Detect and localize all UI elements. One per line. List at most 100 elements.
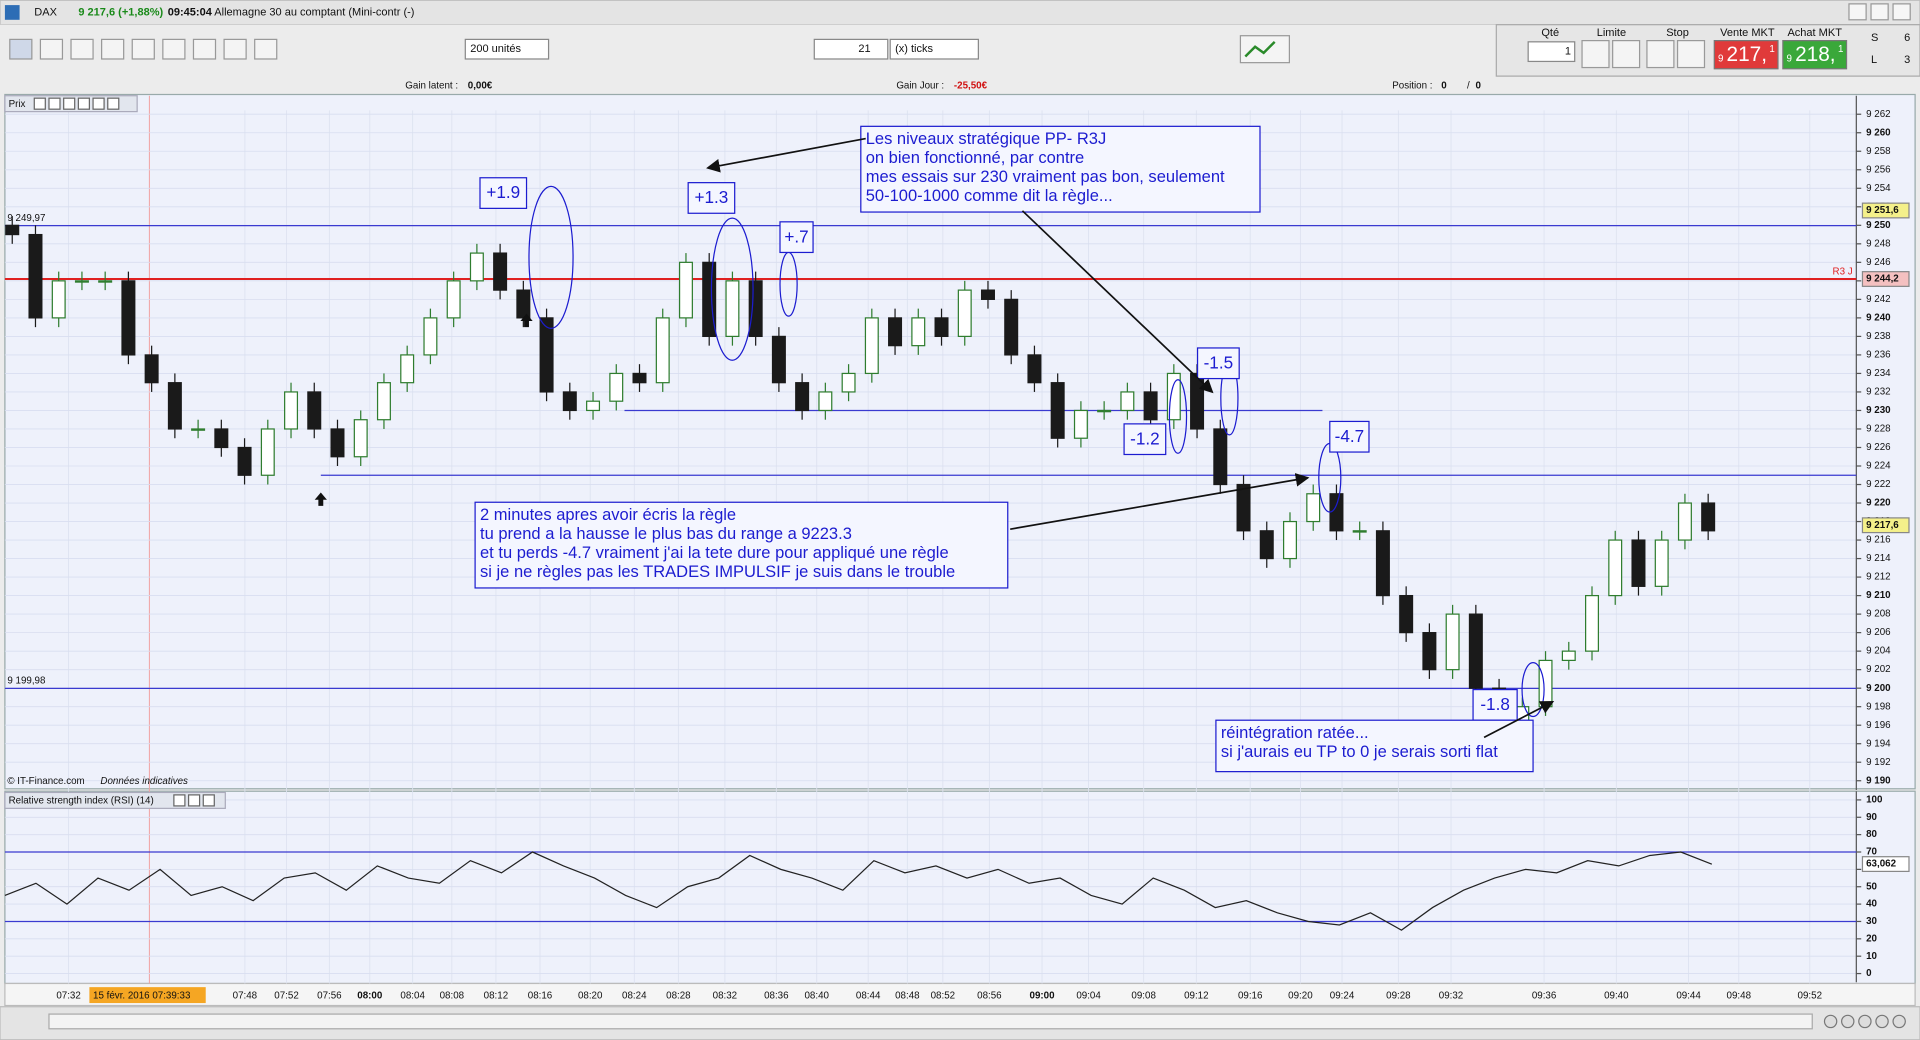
candle-body bbox=[1236, 483, 1251, 532]
panel-button[interactable] bbox=[77, 97, 90, 110]
y-tick-label: 9 236 bbox=[1866, 350, 1891, 361]
y-tick-label: 9 232 bbox=[1866, 387, 1890, 398]
gain-box bbox=[1196, 347, 1240, 380]
panel-button[interactable] bbox=[92, 97, 105, 110]
candle-body bbox=[1143, 391, 1158, 421]
panel-button[interactable] bbox=[202, 794, 215, 807]
tool-button[interactable] bbox=[101, 38, 125, 60]
candle-body bbox=[1166, 372, 1181, 421]
candle-body bbox=[1445, 613, 1460, 671]
order-button[interactable] bbox=[1612, 40, 1641, 69]
candle-body bbox=[5, 224, 20, 236]
y-tick-label: 0 bbox=[1866, 968, 1872, 979]
candle-body bbox=[841, 372, 856, 393]
candle-body bbox=[51, 280, 66, 319]
price-tag bbox=[1861, 856, 1910, 873]
window-button[interactable] bbox=[1892, 3, 1911, 21]
window-button[interactable] bbox=[1848, 3, 1867, 21]
note-line: 50-100-1000 comme dit la règle... bbox=[866, 186, 1113, 205]
candle-body bbox=[144, 354, 159, 384]
annotation-arrow bbox=[706, 137, 866, 173]
tool-button[interactable] bbox=[39, 38, 64, 60]
candle-body bbox=[586, 400, 601, 412]
candle-body bbox=[957, 289, 972, 338]
panel-button[interactable] bbox=[187, 794, 201, 807]
candle-body bbox=[1561, 650, 1576, 662]
x-tick-label: 09:04 bbox=[1076, 990, 1101, 1001]
candle-body bbox=[1282, 520, 1297, 560]
y-tick-label: 9 210 bbox=[1866, 590, 1891, 601]
time-axis bbox=[4, 982, 1916, 1007]
gain-jour: -25,50€ bbox=[954, 81, 988, 92]
tool-button[interactable] bbox=[162, 38, 186, 60]
zoom-button[interactable] bbox=[1875, 1014, 1889, 1029]
y-tick-label: 30 bbox=[1866, 916, 1877, 927]
rsi-header bbox=[4, 791, 226, 809]
panel-button[interactable] bbox=[48, 97, 61, 110]
units-select[interactable] bbox=[464, 38, 550, 60]
ticks-input[interactable] bbox=[813, 38, 889, 60]
candle-body bbox=[655, 317, 670, 384]
note-line: 2 minutes apres avoir écris la règle bbox=[480, 505, 736, 524]
tool-button[interactable] bbox=[70, 38, 94, 60]
candle-body bbox=[1004, 298, 1019, 356]
ticks-select[interactable] bbox=[889, 38, 979, 60]
x-tick-label: 09:28 bbox=[1386, 990, 1411, 1001]
y-tick-label: 9 204 bbox=[1866, 646, 1891, 657]
window-button[interactable] bbox=[1870, 3, 1889, 21]
candle-body bbox=[284, 391, 299, 430]
scrollbar[interactable] bbox=[48, 1013, 1813, 1030]
x-tick-label: 08:16 bbox=[528, 990, 553, 1001]
order-button[interactable] bbox=[1676, 40, 1706, 69]
cursor-label: 15 févr. 2016 07:39:33 bbox=[93, 990, 191, 1001]
candle-body bbox=[1468, 613, 1483, 689]
chart-type-button[interactable] bbox=[1239, 35, 1290, 64]
annotation-ellipse bbox=[1168, 379, 1188, 454]
candle-body bbox=[1701, 502, 1716, 532]
zoom-button[interactable] bbox=[1892, 1014, 1906, 1029]
x-tick-label: 08:36 bbox=[764, 990, 789, 1001]
gain-label: -1.2 bbox=[1130, 428, 1160, 448]
y-tick-label: 9 258 bbox=[1866, 146, 1891, 157]
y-tick-label: 9 214 bbox=[1866, 553, 1891, 564]
sell-prefix: 9 bbox=[1718, 54, 1723, 65]
candle-body bbox=[632, 372, 647, 384]
zoom-button[interactable] bbox=[1858, 1014, 1872, 1029]
gain-label: +.7 bbox=[784, 226, 808, 246]
tool-button[interactable] bbox=[223, 38, 247, 60]
candle-body bbox=[980, 289, 995, 300]
zoom-button[interactable] bbox=[1841, 1014, 1855, 1029]
x-tick-label: 09:36 bbox=[1532, 990, 1557, 1001]
panel-button[interactable] bbox=[173, 794, 186, 807]
copyright: © IT-Finance.com bbox=[7, 776, 84, 787]
tool-button[interactable] bbox=[9, 38, 33, 60]
y-tick-label: 9 190 bbox=[1866, 775, 1891, 786]
up-arrow bbox=[520, 313, 533, 328]
l-value: 3 bbox=[1904, 54, 1910, 66]
price-tag bbox=[1861, 271, 1910, 287]
order-button[interactable] bbox=[1581, 40, 1610, 69]
x-tick-label: 08:32 bbox=[713, 990, 737, 1001]
tool-button[interactable] bbox=[192, 38, 217, 60]
panel-button[interactable] bbox=[33, 97, 46, 110]
x-tick-label: 09:08 bbox=[1131, 990, 1156, 1001]
sell-button[interactable] bbox=[1713, 40, 1779, 70]
gain-label: +1.9 bbox=[486, 182, 520, 202]
panel-button[interactable] bbox=[107, 97, 120, 110]
qty-label: Qté bbox=[1541, 27, 1559, 39]
buy-button[interactable] bbox=[1782, 40, 1848, 70]
candle-body bbox=[1631, 539, 1646, 587]
note-line: on bien fonctionné, par contre bbox=[866, 148, 1085, 167]
gain-latent: 0,00€ bbox=[468, 81, 493, 92]
panel-button[interactable] bbox=[63, 97, 76, 110]
order-button[interactable] bbox=[1646, 40, 1675, 69]
ticks-value: 21 bbox=[858, 43, 870, 55]
tool-button[interactable] bbox=[131, 38, 155, 60]
y-tick-label: 9 200 bbox=[1866, 683, 1891, 694]
gain-box bbox=[1472, 688, 1518, 721]
gain-jour-label: Gain Jour : bbox=[896, 81, 944, 92]
zoom-button[interactable] bbox=[1823, 1014, 1838, 1029]
qty-input[interactable] bbox=[1527, 41, 1576, 63]
tool-button[interactable] bbox=[254, 38, 278, 60]
